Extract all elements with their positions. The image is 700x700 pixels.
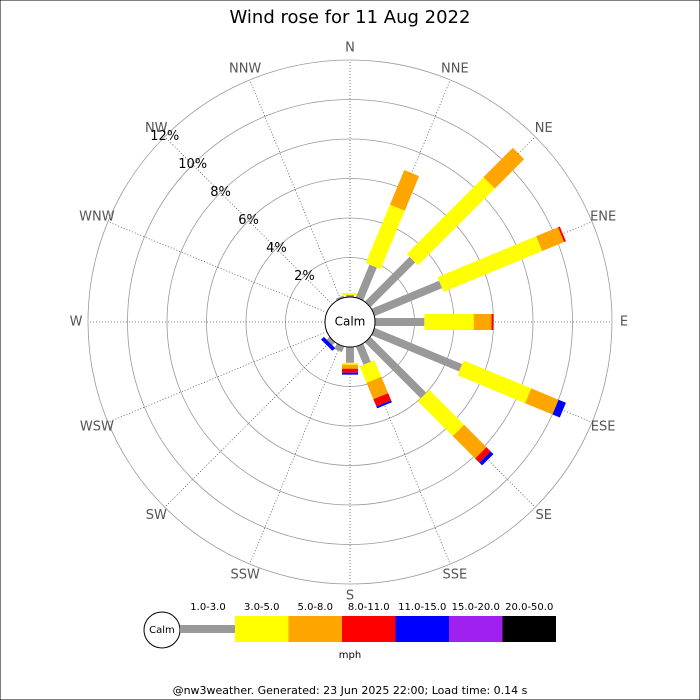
wind-bar-segment: [375, 318, 425, 326]
legend-label: 3.0-5.0: [244, 602, 279, 613]
wind-bar-segment: [473, 314, 492, 330]
wind-bar-segment: [557, 226, 566, 242]
wind-bar-segment: [364, 256, 416, 308]
grid-ring: [127, 99, 573, 545]
direction-label: E: [620, 315, 628, 330]
wind-bar-segment: [389, 169, 420, 211]
wind-bar-segment: [424, 314, 474, 330]
direction-label: NNW: [229, 61, 261, 76]
wind-bar-segment: [342, 368, 358, 373]
wind-bar-segment: [342, 293, 358, 296]
legend-swatch: [502, 616, 556, 642]
legend-label: 1.0-3.0: [190, 602, 225, 613]
direction-spoke: [107, 221, 328, 313]
wind-bar-segment: [552, 399, 566, 418]
direction-label: NNE: [441, 61, 469, 76]
direction-label: N: [345, 41, 355, 56]
direction-label: SE: [536, 508, 552, 523]
legend-swatch: [288, 616, 342, 642]
wind-bar-segment: [371, 327, 463, 372]
wind-bar-segment: [376, 400, 392, 409]
legend-label: 20.0-50.0: [505, 602, 553, 613]
direction-label: W: [70, 315, 83, 330]
r-tick-label: 8%: [210, 185, 231, 200]
legend-swatch: [235, 616, 289, 642]
direction-label: WSW: [80, 419, 114, 434]
direction-label: SW: [146, 508, 167, 523]
wind-bar-segment: [457, 360, 532, 404]
wind-bar-segment: [525, 388, 559, 415]
chart-title: Wind rose for 11 Aug 2022: [230, 7, 471, 28]
wind-bar-segment: [437, 236, 543, 292]
wind-bar-segment: [452, 424, 487, 459]
wind-bar-segment: [355, 264, 377, 301]
legend-label: 5.0-8.0: [298, 602, 333, 613]
wind-bar-segment: [346, 295, 354, 297]
direction-label: NW: [145, 121, 168, 136]
wind-bar-segment: [359, 360, 382, 383]
r-tick-label: 6%: [238, 213, 259, 228]
legend-label: 15.0-20.0: [452, 602, 500, 613]
r-tick-label: 4%: [266, 241, 287, 256]
grid-ring: [166, 138, 534, 506]
legend-label: 8.0-11.0: [348, 602, 390, 613]
wind-bar-segment: [373, 393, 392, 407]
legend-calm-label: Calm: [149, 625, 175, 636]
legend-swatch: [395, 616, 449, 642]
r-tick-label: 12%: [150, 129, 179, 144]
wind-bar-segment: [479, 451, 494, 466]
direction-label: SSE: [442, 568, 467, 583]
wind-bar-segment: [536, 227, 565, 252]
direction-spoke: [164, 136, 333, 305]
direction-spoke: [107, 331, 328, 423]
wind-bar-segment: [366, 376, 389, 400]
wind-bar-segment: [365, 204, 405, 270]
legend-label: 11.0-15.0: [398, 602, 446, 613]
direction-label: WNW: [79, 210, 115, 225]
direction-spoke: [249, 79, 341, 300]
r-tick-label: 10%: [178, 157, 207, 172]
direction-spoke: [164, 339, 333, 508]
wind-bar-segment: [371, 280, 443, 317]
legend-swatch: [180, 625, 235, 633]
wind-bar-segment: [475, 447, 491, 463]
direction-label: ESE: [591, 419, 616, 434]
wind-bar-segment: [342, 364, 358, 369]
wind-bar-segment: [342, 372, 358, 375]
legend-unit: mph: [339, 650, 361, 661]
wind-bar-segment: [483, 147, 525, 189]
direction-label: ENE: [590, 210, 616, 225]
footer: @nw3weather. Generated: 23 Jun 2025 22:0…: [173, 684, 528, 697]
wind-bar-segment: [406, 177, 495, 266]
direction-label: NE: [535, 121, 553, 136]
wind-bar-segment: [491, 314, 494, 330]
wind-bar-segment: [321, 336, 336, 351]
wind-bar-segment: [342, 362, 358, 365]
wind-bar-segment: [346, 347, 354, 363]
calm-label: Calm: [335, 315, 366, 329]
direction-label: SSW: [230, 568, 260, 583]
wind-bar-segment: [326, 336, 336, 346]
wind-bar-segment: [355, 343, 371, 365]
wind-bar-segment: [335, 295, 345, 301]
wind-bar-segment: [417, 389, 465, 437]
calm-circle: [324, 296, 376, 348]
legend-swatch: [449, 616, 503, 642]
grid-ring: [87, 59, 613, 585]
direction-spoke: [249, 344, 341, 565]
legend-swatch: [342, 616, 396, 642]
direction-label: S: [346, 589, 354, 604]
r-tick-label: 2%: [294, 269, 315, 284]
wind-bar-segment: [364, 336, 427, 399]
